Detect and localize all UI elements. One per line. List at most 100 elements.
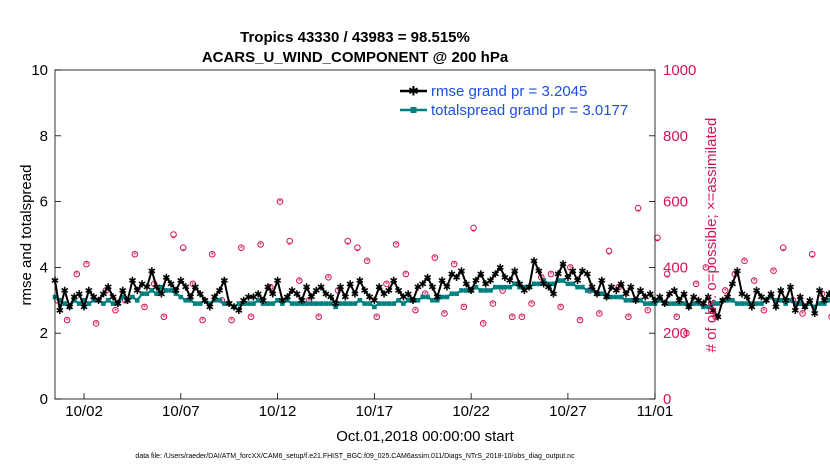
obs-assimilated-point: * — [694, 280, 698, 288]
totalspread-point — [497, 284, 503, 290]
rmse-point: ✱ — [94, 296, 102, 307]
obs-possible-point — [799, 310, 806, 317]
rmse-point: ✱ — [786, 283, 794, 294]
rmse-point: ✱ — [588, 283, 596, 294]
rmse-point: ✱ — [119, 286, 127, 297]
rmse-point: ✱ — [612, 286, 620, 297]
rmse-point: ✱ — [269, 289, 277, 300]
totalspread-point — [488, 288, 493, 293]
rmse-point: ✱ — [428, 283, 436, 294]
obs-possible-point — [237, 244, 245, 251]
x-tick-label: 10/27 — [549, 403, 587, 420]
obs-possible-point — [344, 237, 352, 245]
x-tick-label: 10/07 — [162, 403, 200, 420]
obs-assimilated-point: * — [685, 330, 689, 338]
totalspread-point — [163, 288, 169, 293]
totalspread-point — [768, 294, 774, 300]
obs-assimilated-point: * — [404, 271, 408, 279]
totalspread-point — [473, 284, 479, 290]
totalspread-point — [696, 301, 701, 306]
obs-possible-point — [779, 244, 787, 251]
rmse-point: ✱ — [646, 289, 654, 300]
obs-assimilated-point: * — [85, 261, 89, 269]
rmse-point: ✱ — [781, 296, 789, 307]
rmse-point: ✱ — [414, 283, 422, 294]
obs-assimilated-point: * — [307, 297, 311, 305]
y2-tick-label: 0 — [663, 391, 671, 408]
y-tick-label: 10 — [31, 62, 48, 79]
rmse-point: ✱ — [636, 286, 644, 297]
obs-assimilated-point: * — [181, 248, 185, 256]
obs-possible-point — [683, 329, 690, 337]
totalspread-point — [478, 288, 484, 293]
totalspread-point — [778, 298, 784, 303]
totalspread-point — [193, 301, 198, 306]
rmse-point: ✱ — [660, 299, 668, 310]
rmse-point: ✱ — [317, 283, 325, 294]
axes-box — [54, 69, 656, 400]
obs-possible-point — [363, 257, 371, 265]
rmse-point: ✱ — [85, 286, 93, 297]
rmse-point: ✱ — [283, 293, 291, 304]
obs-assimilated-point: * — [511, 313, 515, 321]
rmse-point: ✱ — [90, 293, 98, 304]
totalspread-point — [275, 298, 280, 303]
totalspread-point — [241, 301, 247, 306]
totalspread-point — [628, 298, 634, 303]
rmse-point: ✱ — [506, 276, 514, 287]
totalspread-point — [536, 281, 542, 287]
obs-possible-point — [141, 303, 148, 311]
obs-possible-point — [702, 264, 710, 271]
totalspread-point — [439, 294, 445, 300]
rmse-point: ✱ — [825, 289, 830, 300]
rmse-point: ✱ — [201, 296, 209, 307]
rmse-point: ✱ — [220, 276, 228, 287]
obs-possible-point — [402, 270, 410, 278]
rmse-point: ✱ — [114, 299, 122, 310]
totalspread-point — [139, 291, 145, 297]
obs-possible-point — [73, 270, 81, 278]
totalspread-point — [86, 301, 92, 306]
obs-possible-point — [721, 287, 729, 294]
obs-possible-point — [567, 264, 574, 271]
rmse-point: ✱ — [757, 293, 765, 304]
obs-assimilated-point: * — [288, 241, 292, 249]
totalspread-point — [599, 291, 605, 297]
obs-possible-point — [450, 260, 458, 268]
rmse-point: ✱ — [748, 302, 756, 313]
obs-assimilated-point: * — [230, 317, 234, 325]
obs-possible-point — [160, 313, 168, 321]
rmse-point: ✱ — [564, 273, 572, 284]
totalspread-point — [759, 301, 764, 306]
rmse-point: ✱ — [210, 293, 218, 304]
obs-possible-point — [170, 231, 177, 238]
rmse-point: ✱ — [191, 283, 199, 294]
totalspread-point — [376, 301, 382, 306]
rmse-point: ✱ — [772, 302, 780, 313]
rmse-point: ✱ — [820, 296, 828, 307]
obs-possible-point — [441, 310, 448, 317]
totalspread-point — [618, 294, 624, 300]
obs-assimilated-point: * — [481, 320, 485, 328]
rmse-point: ✱ — [259, 296, 267, 307]
obs-assimilated-point: * — [133, 251, 137, 259]
totalspread-point — [343, 301, 348, 306]
rmse-point: ✱ — [273, 276, 281, 287]
totalspread-point — [507, 284, 513, 290]
totalspread-point — [754, 301, 759, 306]
rmse-point: ✱ — [762, 296, 770, 307]
rmse-point: ✱ — [312, 286, 320, 297]
totalspread-point — [338, 301, 343, 306]
rmse-point: ✱ — [404, 289, 412, 300]
x-tick-label: 10/22 — [452, 403, 490, 420]
totalspread-point — [430, 298, 435, 303]
rmse-point: ✱ — [593, 289, 601, 300]
obs-possible-point — [179, 244, 187, 251]
rmse-point: ✱ — [298, 296, 306, 307]
totalspread-point — [463, 288, 469, 293]
totalspread-point — [178, 294, 184, 300]
rmse-point: ✱ — [80, 302, 88, 313]
obs-possible-point — [741, 257, 748, 265]
totalspread-point — [91, 298, 97, 303]
obs-assimilated-point: * — [462, 303, 466, 311]
